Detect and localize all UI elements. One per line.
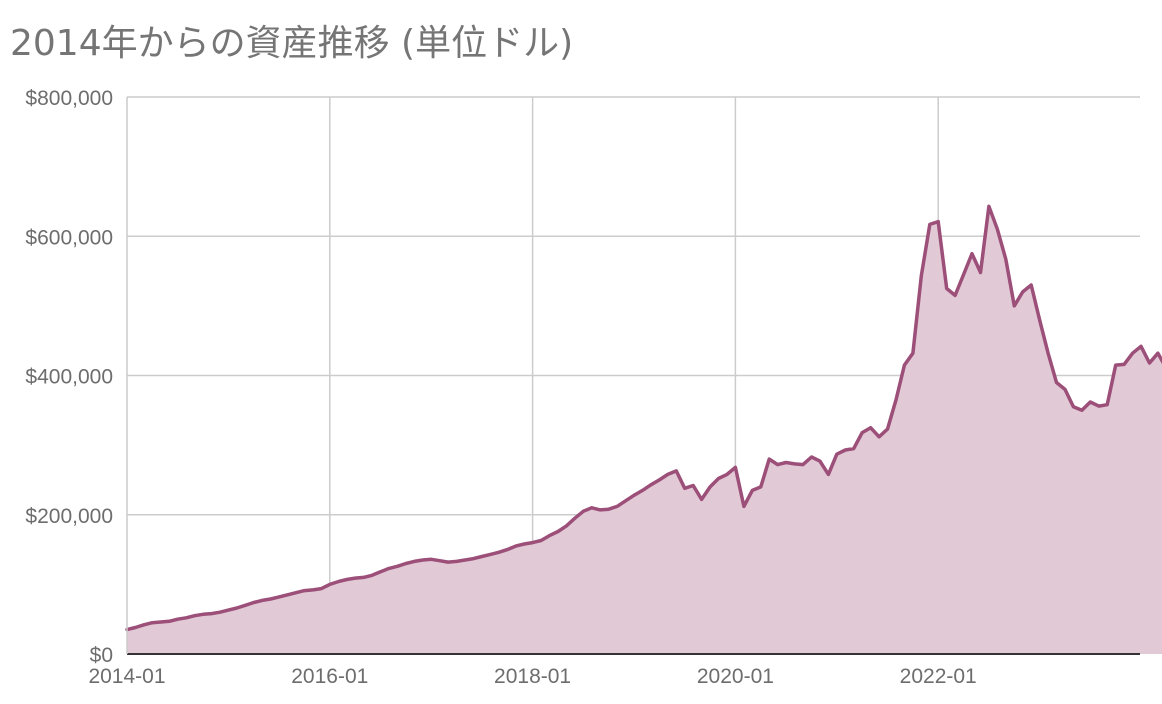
y-tick-label: $200,000: [25, 505, 113, 528]
axes: [126, 97, 1140, 655]
series-line: [125, 204, 1162, 632]
y-tick-label: $800,000: [25, 87, 113, 110]
area-fill: [127, 206, 1162, 654]
x-tick-label: 2020-01: [697, 665, 774, 688]
y-tick-label: $400,000: [25, 366, 113, 389]
y-tick-label: $600,000: [25, 226, 113, 249]
x-axis-ticks: 2014-01 2016-01 2018-01 2020-01 2022-01: [88, 665, 976, 688]
x-tick-label: 2022-01: [900, 665, 977, 688]
chart-title: 2014年からの資産推移 (単位ドル): [10, 23, 574, 64]
x-tick-label: 2016-01: [291, 665, 368, 688]
y-axis-ticks: $0 $200,000 $400,000 $600,000 $800,000: [25, 87, 113, 667]
y-tick-label: $0: [90, 644, 113, 667]
area-series: [125, 204, 1162, 654]
x-tick-label: 2014-01: [88, 665, 165, 688]
x-tick-label: 2018-01: [494, 665, 571, 688]
